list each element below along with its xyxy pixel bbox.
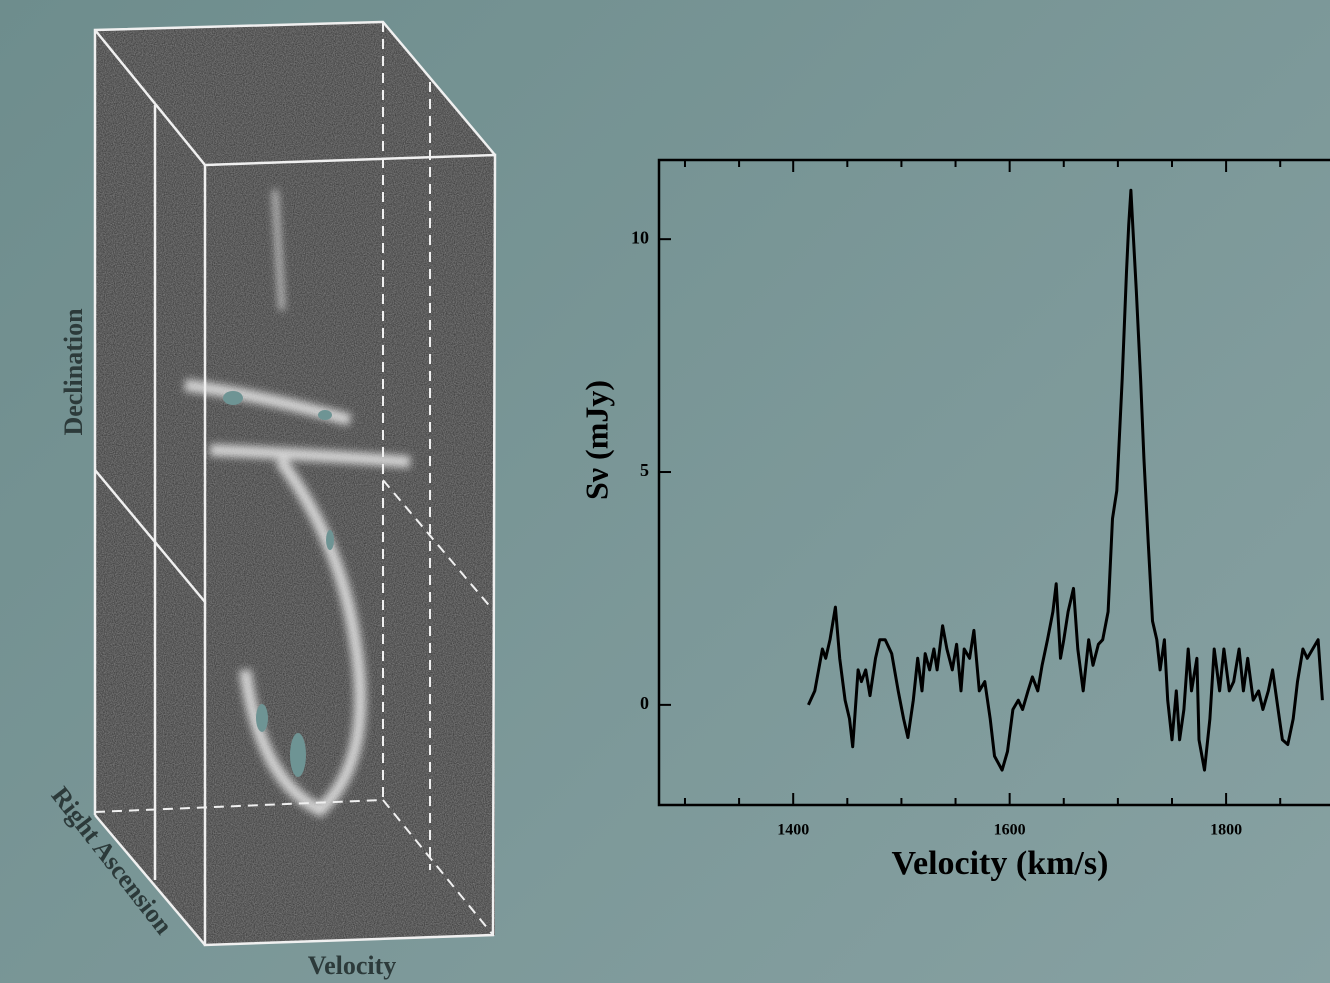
x-tick-label: 1600 — [994, 822, 1026, 839]
data-cube: Declination Right Ascension Velocity — [46, 20, 497, 980]
cube-y-label: Declination — [59, 308, 88, 436]
y-tick-label: 5 — [640, 460, 649, 480]
peak — [326, 530, 334, 550]
x-tick-label: 1400 — [777, 822, 809, 839]
cube-x-label: Velocity — [308, 951, 397, 980]
hidden-edge — [382, 479, 494, 611]
plot-frame — [657, 158, 1330, 807]
hidden-edge — [94, 799, 384, 813]
peak — [256, 704, 268, 732]
back-edges — [93, 20, 496, 815]
peak — [290, 733, 306, 777]
emission-peaks — [223, 391, 334, 777]
emission-arc — [209, 444, 411, 468]
peak — [223, 391, 243, 405]
edge — [94, 814, 206, 946]
edge — [94, 29, 206, 166]
x-tick-label: 1800 — [1210, 822, 1242, 839]
slice-edge — [94, 469, 206, 603]
hidden-edge — [382, 799, 494, 936]
spectrum-line — [807, 188, 1324, 772]
y-tick-label: 0 — [640, 693, 649, 713]
x-axis-label: Velocity (km/s) — [892, 845, 1109, 882]
peak — [318, 410, 332, 420]
emission-arc — [272, 189, 285, 311]
y-axis-label: Sν (mJy) — [578, 380, 614, 500]
y-tick-label: 10 — [631, 227, 649, 247]
spectrum-plot: Velocity (km/s) Sν (mJy) 1400 1600 1800 0 5 1… — [578, 158, 1330, 882]
hidden-edges — [94, 22, 494, 936]
